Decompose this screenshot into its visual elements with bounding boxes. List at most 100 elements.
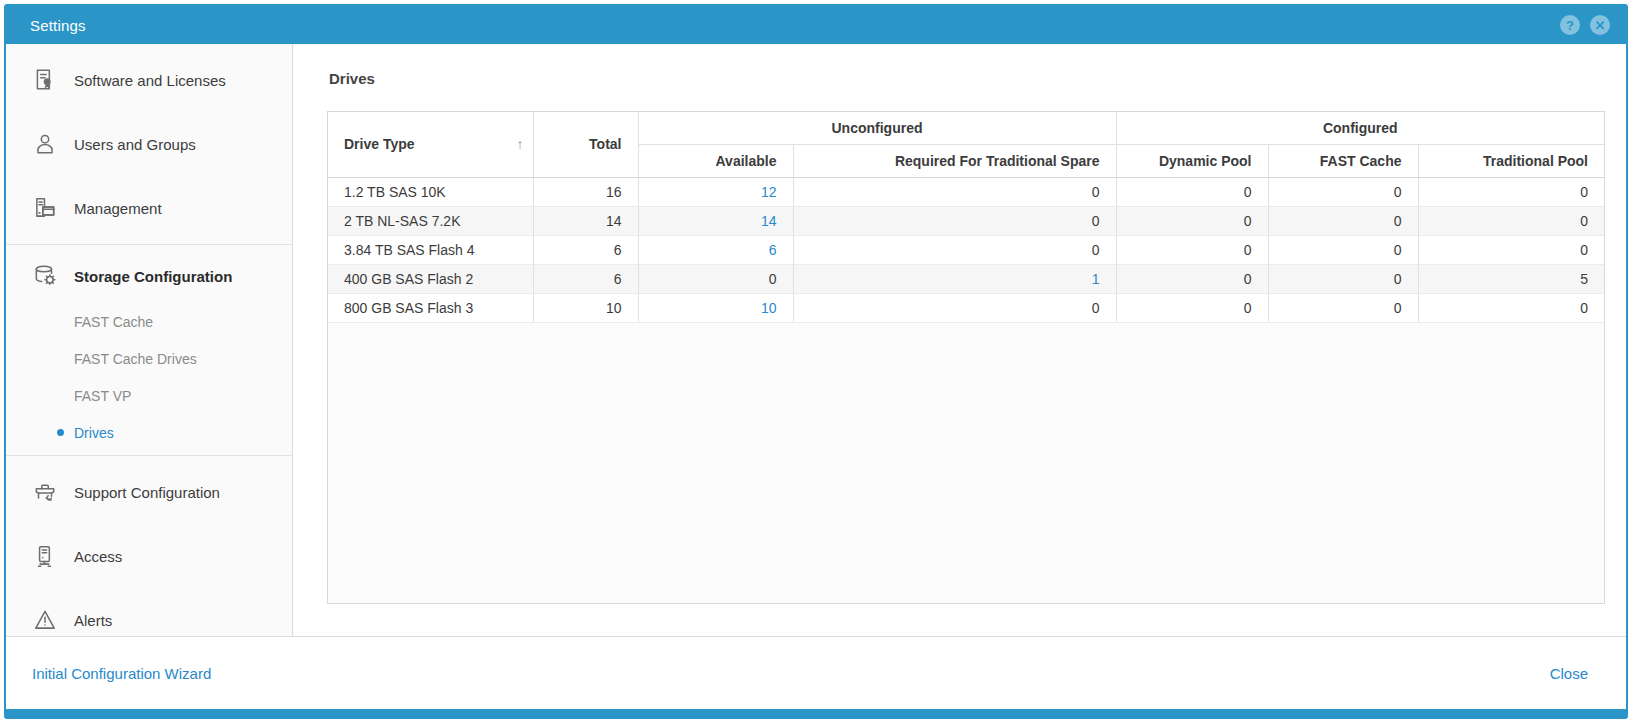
cell-value: 14 (606, 213, 622, 229)
sidebar-item-label: Support Configuration (74, 484, 220, 501)
value-cell[interactable]: 10 (638, 293, 793, 322)
certificate-icon (32, 67, 58, 93)
cell-value: 1.2 TB SAS 10K (344, 184, 446, 200)
drive-count-link[interactable]: 14 (761, 213, 777, 229)
drive-type-cell: 3.84 TB SAS Flash 4 (328, 235, 533, 264)
drive-count-link[interactable]: 1 (1092, 271, 1100, 287)
cell-value: 0 (1580, 242, 1588, 258)
sidebar-section-label: Storage Configuration (74, 268, 232, 285)
sidebar-item-alerts[interactable]: Alerts (6, 588, 292, 636)
table-row: 400 GB SAS Flash 2601005 (328, 264, 1604, 293)
warning-icon (32, 607, 58, 633)
value-cell: 0 (1268, 264, 1418, 293)
value-cell: 0 (1418, 177, 1604, 206)
column-header-dynamic-pool[interactable]: Dynamic Pool (1116, 144, 1268, 177)
drive-count-link[interactable]: 12 (761, 184, 777, 200)
sidebar-group-storage: Storage Configuration FAST Cache FAST Ca… (6, 245, 292, 456)
sidebar-item-users-and-groups[interactable]: Users and Groups (6, 112, 292, 176)
titlebar: Settings ? ✕ (6, 6, 1626, 44)
sidebar-subitem-label: FAST VP (74, 388, 131, 404)
sidebar-item-label: Access (74, 548, 122, 565)
cell-value: 6 (614, 271, 622, 287)
sidebar-subitem-label: FAST Cache Drives (74, 351, 197, 367)
cell-value: 5 (1580, 271, 1588, 287)
help-icon[interactable]: ? (1560, 15, 1580, 35)
cell-value: 0 (1244, 300, 1252, 316)
value-cell[interactable]: 12 (638, 177, 793, 206)
sidebar-item-storage-configuration[interactable]: Storage Configuration (6, 249, 292, 303)
settings-sidebar: Software and Licenses Users and Groups (6, 44, 293, 636)
column-header-fast-cache[interactable]: FAST Cache (1268, 144, 1418, 177)
sidebar-item-label: Alerts (74, 612, 112, 629)
value-cell: 0 (1116, 177, 1268, 206)
close-icon[interactable]: ✕ (1590, 15, 1610, 35)
cell-value: 0 (1092, 213, 1100, 229)
cell-value: 0 (1580, 184, 1588, 200)
drive-count-link[interactable]: 6 (769, 242, 777, 258)
cell-value: 0 (1580, 213, 1588, 229)
user-icon (32, 131, 58, 157)
value-cell: 0 (1116, 235, 1268, 264)
sidebar-item-label: Users and Groups (74, 136, 196, 153)
value-cell: 10 (533, 293, 638, 322)
main-panel: Drives Drive Type ↑ (293, 44, 1626, 636)
storage-gear-icon (32, 263, 58, 289)
sidebar-subitem-fast-cache-drives[interactable]: FAST Cache Drives (6, 340, 292, 377)
column-header-traditional-pool[interactable]: Traditional Pool (1418, 144, 1604, 177)
column-header-available[interactable]: Available (638, 144, 793, 177)
cell-value: 0 (1244, 213, 1252, 229)
cell-value: 0 (1244, 184, 1252, 200)
drive-type-cell: 2 TB NL-SAS 7.2K (328, 206, 533, 235)
sort-ascending-icon: ↑ (517, 136, 524, 152)
value-cell: 0 (793, 206, 1116, 235)
column-header-required-spare[interactable]: Required For Traditional Spare (793, 144, 1116, 177)
cell-value: 0 (1394, 271, 1402, 287)
column-header-drive-type[interactable]: Drive Type ↑ (328, 112, 533, 177)
server-icon (32, 543, 58, 569)
sidebar-subitem-fast-cache[interactable]: FAST Cache (6, 303, 292, 340)
table-row: 2 TB NL-SAS 7.2K14140000 (328, 206, 1604, 235)
cell-value: 0 (1092, 300, 1100, 316)
initial-configuration-wizard-link[interactable]: Initial Configuration Wizard (32, 665, 211, 682)
value-cell: 0 (1268, 177, 1418, 206)
sidebar-group-general: Software and Licenses Users and Groups (6, 44, 292, 245)
value-cell[interactable]: 14 (638, 206, 793, 235)
table-row: 3.84 TB SAS Flash 4660000 (328, 235, 1604, 264)
table-row: 800 GB SAS Flash 310100000 (328, 293, 1604, 322)
sidebar-item-support-configuration[interactable]: Support Configuration (6, 460, 292, 524)
cell-value: 6 (614, 242, 622, 258)
cell-value: 0 (769, 271, 777, 287)
management-icon (32, 195, 58, 221)
sidebar-item-label: Management (74, 200, 162, 217)
value-cell: 0 (1268, 293, 1418, 322)
sidebar-subitem-label: Drives (74, 425, 114, 441)
page-title: Drives (329, 70, 1626, 87)
cell-value: 0 (1092, 184, 1100, 200)
column-header-total[interactable]: Total (533, 112, 638, 177)
value-cell: 6 (533, 235, 638, 264)
drive-count-link[interactable]: 10 (761, 300, 777, 316)
value-cell: 0 (793, 235, 1116, 264)
value-cell: 0 (1116, 293, 1268, 322)
drive-type-cell: 400 GB SAS Flash 2 (328, 264, 533, 293)
sidebar-item-access[interactable]: Access (6, 524, 292, 588)
drives-table: Drive Type ↑ Total Unconfigured Configur… (328, 112, 1604, 323)
sidebar-item-management[interactable]: Management (6, 176, 292, 240)
sidebar-item-software-and-licenses[interactable]: Software and Licenses (6, 48, 292, 112)
value-cell: 0 (1268, 235, 1418, 264)
table-row: 1.2 TB SAS 10K16120000 (328, 177, 1604, 206)
close-button[interactable]: Close (1550, 665, 1588, 682)
cell-value: 400 GB SAS Flash 2 (344, 271, 473, 287)
value-cell[interactable]: 1 (793, 264, 1116, 293)
sidebar-subitem-drives[interactable]: Drives (6, 414, 292, 451)
settings-dialog: Settings ? ✕ (0, 0, 1633, 723)
sidebar-subitem-fast-vp[interactable]: FAST VP (6, 377, 292, 414)
table-header: Drive Type ↑ Total Unconfigured Configur… (328, 112, 1604, 177)
value-cell: 0 (1268, 206, 1418, 235)
sidebar-subitem-label: FAST Cache (74, 314, 153, 330)
toolbox-icon (32, 479, 58, 505)
value-cell[interactable]: 6 (638, 235, 793, 264)
bottom-accent-bar (6, 709, 1626, 717)
value-cell: 0 (1418, 206, 1604, 235)
value-cell: 0 (638, 264, 793, 293)
